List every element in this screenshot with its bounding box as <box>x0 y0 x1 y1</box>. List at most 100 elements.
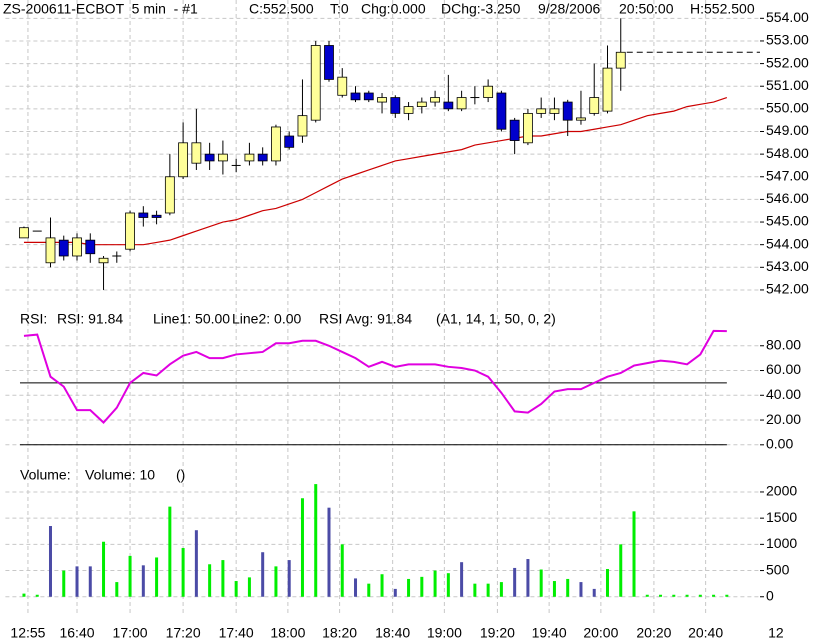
volume-bar <box>685 594 689 597</box>
y-tick-label: 549.00 <box>766 122 809 138</box>
y-tick-label: 545.00 <box>766 213 809 229</box>
volume-bar <box>393 588 397 597</box>
candle-body <box>377 97 387 103</box>
candle-body <box>217 153 228 162</box>
volume-bar <box>168 506 172 597</box>
volume-bar <box>327 507 331 597</box>
x-tick-label: 17:00 <box>113 625 148 641</box>
volume-bar <box>261 552 265 597</box>
volume-bar <box>141 565 145 597</box>
volume-bar <box>274 566 278 597</box>
volume-bar <box>659 594 663 597</box>
y-tick-label: 20.00 <box>766 411 801 427</box>
y-tick-label: 2000 <box>766 483 797 499</box>
volume-bar <box>592 588 596 597</box>
y-tick-label: 60.00 <box>766 361 801 377</box>
candle-body <box>164 176 175 214</box>
candle-body <box>19 227 29 239</box>
candle-body <box>310 45 321 121</box>
x-tick-label: 17:20 <box>166 625 201 641</box>
volume-bar <box>247 577 251 597</box>
y-tick-label: 542.00 <box>766 281 809 297</box>
rsi-line <box>23 329 727 424</box>
volume-bar <box>552 581 556 597</box>
volume-bar <box>300 498 304 597</box>
legend-text: DChg:-3.250 <box>441 1 521 17</box>
x-tick-label: 20:40 <box>688 625 723 641</box>
legend-text: () <box>176 467 185 483</box>
volume-bar <box>75 566 79 597</box>
candle-body <box>615 51 626 69</box>
volume-bar <box>539 569 543 597</box>
candle-body <box>297 115 308 137</box>
x-tick-label: 20:20 <box>636 625 671 641</box>
volume-bar <box>88 566 92 597</box>
candle-body <box>483 85 494 98</box>
candle-body <box>403 106 414 114</box>
volume-bar <box>460 562 464 597</box>
volume-bar <box>446 573 450 597</box>
volume-bar <box>579 582 583 597</box>
candle-body <box>178 142 189 178</box>
candle-body <box>509 119 520 141</box>
volume-bar <box>420 576 424 597</box>
legend-text: Line2: 0.00 <box>232 311 301 327</box>
volume-bar <box>234 581 238 597</box>
candle-body <box>284 135 295 148</box>
volume-bar <box>221 560 225 597</box>
x-tick-label: 17:40 <box>219 625 254 641</box>
candle-body <box>390 97 401 114</box>
moving-average <box>23 96 728 246</box>
candle-body <box>138 212 149 218</box>
candle-body <box>191 142 202 164</box>
volume-bar <box>181 548 185 597</box>
candle-body <box>416 101 427 107</box>
legend-text: Line1: 50.00 <box>153 311 230 327</box>
y-tick-label: 546.00 <box>766 190 809 206</box>
candle-body <box>363 92 374 101</box>
candle-body <box>602 67 613 112</box>
candle-body <box>549 108 560 114</box>
y-tick-label: 552.00 <box>766 54 809 70</box>
candle-body <box>350 92 361 101</box>
legend-text: 20:50:00 <box>619 1 674 17</box>
legend-text: 9/28/2006 <box>538 1 600 17</box>
volume-bar <box>672 594 676 597</box>
candle-body <box>456 97 467 110</box>
legend-text: RSI: 91.84 <box>57 311 123 327</box>
y-tick-label: 548.00 <box>766 145 809 161</box>
y-tick-label: 550.00 <box>766 100 809 116</box>
candle-body <box>72 237 82 257</box>
x-tick-label: 18:40 <box>375 625 410 641</box>
y-tick-label: 551.00 <box>766 77 809 93</box>
volume-bar <box>155 557 159 597</box>
y-tick-label: 1500 <box>766 509 797 525</box>
x-tick-label: 19:20 <box>480 625 515 641</box>
candle-body <box>337 76 348 96</box>
candle-body <box>523 112 533 144</box>
y-tick-label: 500 <box>766 561 790 577</box>
volume-bar <box>725 594 729 597</box>
legend-text: (A1, 14, 1, 50, 0, 2) <box>436 311 556 327</box>
candle-body <box>576 117 586 121</box>
volume-bar <box>194 530 198 597</box>
candle-body <box>443 101 454 110</box>
legend-text: Volume: <box>20 467 71 483</box>
candle-body <box>589 97 600 114</box>
x-tick-label: 16:40 <box>59 625 94 641</box>
volume-bar <box>354 578 358 597</box>
x-tick-label: 19:40 <box>532 625 567 641</box>
volume-bar <box>473 583 477 597</box>
volume-bar <box>433 570 437 597</box>
x-tick-label: 12 <box>768 625 784 641</box>
volume-bar <box>712 594 716 597</box>
volume-bar <box>605 568 609 597</box>
volume-bar <box>526 559 530 597</box>
y-tick-label: 80.00 <box>766 336 801 352</box>
y-tick-label: 553.00 <box>766 32 809 48</box>
candle-body <box>562 101 573 121</box>
candle-body <box>204 153 215 162</box>
volume-bar <box>208 564 212 597</box>
volume-bar <box>22 593 26 597</box>
